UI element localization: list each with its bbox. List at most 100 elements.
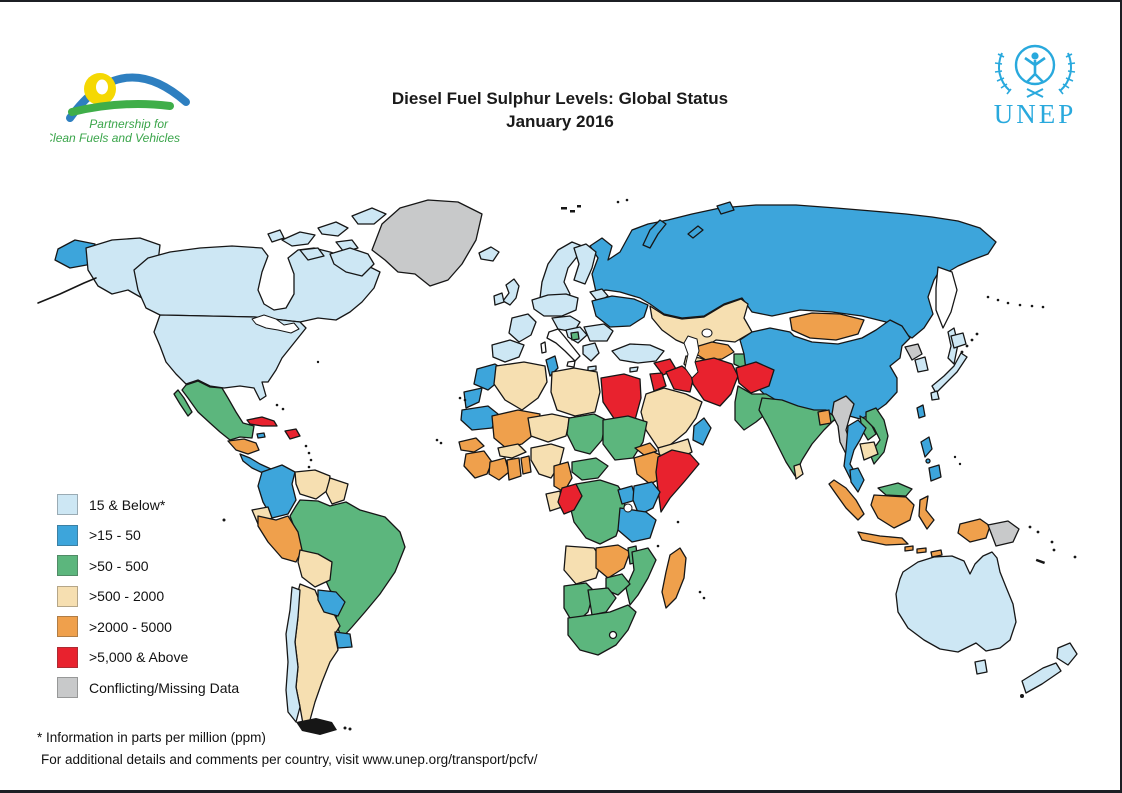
region-russian-arctic-isles: [687, 225, 704, 239]
region-japan-hokkaido: [950, 332, 967, 349]
region-iraq: [665, 365, 695, 393]
region-mexico: [181, 380, 255, 441]
legend-label: Conflicting/Missing Data: [89, 679, 240, 696]
region-india: [758, 397, 837, 477]
region-novaya-zemlya: [642, 219, 667, 249]
pcfv-arc-icon: [66, 73, 190, 122]
region-kalimantan: [870, 494, 915, 529]
region-thailand: [843, 419, 867, 481]
region-baja: [173, 389, 193, 417]
region-turkey: [611, 343, 665, 364]
region-guatemala-honduras: [227, 438, 260, 455]
region-crete: [587, 365, 597, 372]
footnote-ppm: * Information in parts per million (ppm): [37, 730, 266, 745]
region-australia: [895, 551, 1017, 653]
pcfv-text-line2: Clean Fuels and Vehicles: [50, 131, 180, 145]
legend-swatch-50-500: [57, 555, 78, 576]
legend-swatch-2000-5000: [57, 616, 78, 637]
region-romania-bulgaria: [583, 323, 614, 342]
legend-swatch-15-below: [57, 494, 78, 515]
region-vietnam: [865, 407, 889, 465]
region-sri-lanka: [793, 463, 804, 480]
region-russian-arctic-isles: [716, 201, 735, 215]
page-title: Diesel Fuel Sulphur Levels: Global Statu…: [391, 89, 729, 108]
region-nz-north: [1056, 642, 1078, 666]
region-car: [571, 457, 609, 481]
pcfv-sun-hole: [96, 79, 108, 95]
region-cambodia: [859, 441, 879, 461]
region-lesser-sunda: [904, 545, 914, 552]
region-namibia: [563, 582, 595, 626]
legend-label: >2000 - 5000: [89, 618, 172, 635]
unep-logo: UNEP: [980, 27, 1090, 137]
region-congo: [557, 483, 583, 515]
region-cuba: [246, 416, 278, 427]
region-iran: [689, 357, 739, 407]
region-ukraine-belarus: [591, 295, 649, 328]
region-nz-south: [1021, 662, 1062, 694]
region-canadian-arctic: [281, 231, 316, 247]
region-burkina-faso: [497, 443, 527, 459]
region-sardinia-corsica: [540, 341, 547, 354]
region-oman: [692, 417, 712, 446]
region-japan-kyushu: [930, 390, 940, 401]
region-venezuela: [294, 469, 331, 500]
region-canadian-arctic: [329, 247, 375, 277]
region-sulawesi: [918, 495, 935, 530]
region-algeria: [493, 361, 548, 411]
region-luzon: [920, 436, 933, 458]
region-visayas: [925, 458, 931, 464]
region-greece: [582, 342, 600, 362]
region-cameroon: [553, 461, 573, 493]
legend-row: >500 - 2000: [57, 585, 239, 607]
region-sudan: [602, 415, 648, 461]
legend-row: >2000 - 5000: [57, 616, 239, 637]
region-guinea-group: [463, 450, 493, 479]
region-canadian-arctic: [299, 247, 325, 261]
region-niger: [527, 413, 571, 443]
region-papua-new-guinea: [987, 520, 1020, 547]
legend-swatch-15-50: [57, 524, 78, 546]
region-libya: [550, 367, 601, 417]
footnote-url: For additional details and comments per …: [41, 752, 538, 767]
unep-emblem-icon: [994, 44, 1076, 98]
pcfv-text-line1: Partnership for: [89, 117, 169, 131]
region-chad: [566, 413, 607, 455]
caspian-sea: [683, 335, 700, 379]
region-ghana: [506, 457, 522, 481]
great-lakes: [251, 314, 300, 334]
page-subtitle: January 2016: [506, 112, 614, 131]
region-egypt: [600, 373, 642, 421]
region-france: [508, 313, 537, 343]
region-mindanao: [928, 464, 942, 482]
region-zambia: [595, 544, 631, 579]
legend-row: >50 - 500: [57, 555, 239, 576]
legend-label: >500 - 2000: [89, 588, 165, 604]
region-kenya: [632, 481, 661, 516]
region-lesotho: [608, 630, 618, 640]
region-mauritania: [460, 405, 499, 431]
region-somalia: [655, 449, 700, 513]
region-guianas: [325, 477, 349, 505]
legend-label: >5,000 & Above: [89, 649, 189, 665]
legend-label: 15 & Below*: [89, 496, 166, 513]
region-west-papua: [957, 518, 991, 543]
region-sicily: [566, 360, 576, 368]
region-iceland: [478, 246, 500, 262]
region-tasmania: [974, 659, 988, 675]
region-russia: [589, 204, 997, 339]
region-madagascar: [661, 547, 687, 609]
pcfv-logo: Partnership for Clean Fuels and Vehicles: [44, 42, 235, 162]
region-cyprus: [629, 366, 639, 373]
legend-label: >15 - 50: [89, 527, 141, 543]
region-north-korea: [904, 343, 923, 361]
legend-swatch-500-2000: [57, 585, 78, 607]
legend-label: >50 - 500: [89, 557, 149, 574]
legend-row: 15 & Below*: [57, 494, 239, 515]
region-senegal: [458, 437, 485, 453]
region-uk: [502, 278, 520, 306]
lake-victoria: [623, 503, 633, 513]
region-western-sahara: [463, 387, 483, 409]
